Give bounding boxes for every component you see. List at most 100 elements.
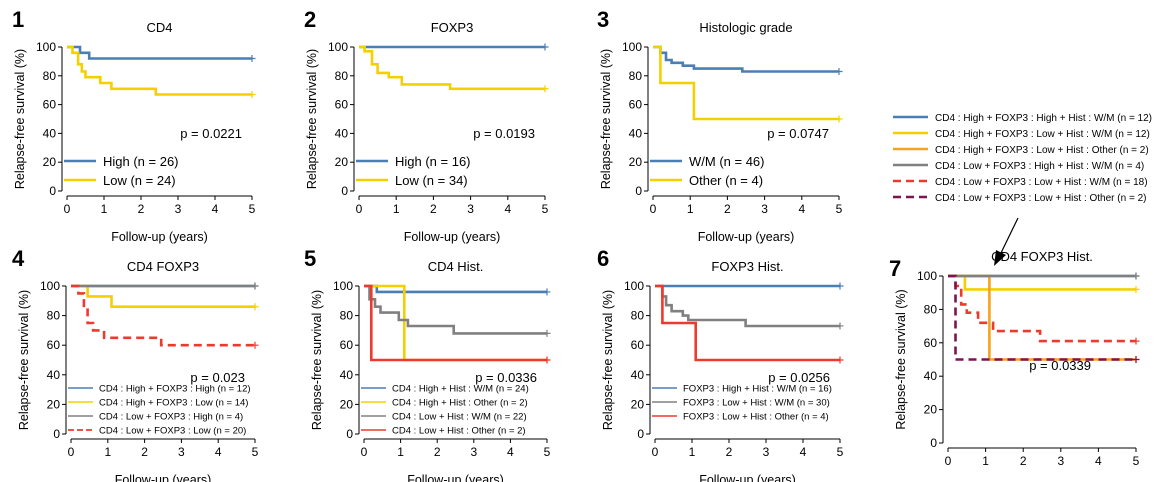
legend-label: CD4 : High + FOXP3 : Low + Hist : W/M (n… [935,129,1150,140]
p-value: p = 0.0336 [475,370,537,385]
legend-label: CD4 : Low + FOXP3 : High (n = 4) [99,412,243,423]
series-line-2 [655,284,840,328]
censor-mark [835,115,843,123]
series-line-2 [71,284,255,309]
x-tick-label: 5 [542,202,549,216]
x-tick-label: 1 [393,202,400,216]
legend-label: CD4 : High + FOXP3 : High + Hist : W/M (… [935,113,1152,124]
panel-number: 1 [12,7,24,32]
y-axis-label: Relapse-free survival (%) [305,49,319,189]
legend-label: Other (n = 4) [689,173,763,188]
x-axis-label: Follow-up (years) [111,230,208,244]
x-tick-label: 4 [800,445,807,459]
series-line-1 [653,45,839,73]
censor-mark [248,91,256,99]
y-tick-label: 0 [341,184,348,198]
y-tick-label: 80 [43,69,57,83]
censor-mark [251,341,259,349]
y-tick-label: 40 [629,126,643,140]
x-tick-label: 0 [652,445,659,459]
y-tick-label: 20 [631,397,645,411]
y-tick-label: 0 [346,427,353,441]
y-tick-label: 60 [47,338,61,352]
censor-mark [1132,272,1140,280]
y-tick-label: 60 [629,98,643,112]
y-tick-label: 80 [924,302,938,316]
panel-title: CD4 FOXP3 Hist. [991,249,1093,264]
panel-6: 6 FOXP3 Hist. 0 20 40 60 80 100 0 1 2 3 4 5 Follow-up … [597,246,844,482]
x-axis-label: Follow-up (years) [698,230,795,244]
panel-number: 4 [12,246,25,271]
censor-mark [543,288,551,296]
series-line-2 [364,284,547,362]
legend-label: FOXP3 : Low + Hist : W/M (n = 30) [683,398,830,409]
y-tick-label: 40 [43,126,57,140]
y-tick-label: 100 [328,40,348,54]
censor-mark [836,322,844,330]
x-tick-label: 0 [64,202,71,216]
y-axis-label: Relapse-free survival (%) [310,290,324,430]
y-tick-label: 80 [47,309,61,323]
x-tick-label: 3 [1057,454,1064,468]
x-tick-label: 0 [68,445,75,459]
p-value: p = 0.0221 [180,126,242,141]
panel-5: 5 CD4 Hist. 0 20 40 60 80 100 0 1 2 3 4 5 Follow-up (y… [304,246,551,482]
p-value: p = 0.023 [190,370,245,385]
x-tick-label: 5 [252,445,259,459]
series-line-2 [67,45,252,96]
p-value: p = 0.0256 [768,370,830,385]
y-tick-label: 20 [43,155,57,169]
x-tick-label: 3 [175,202,182,216]
y-tick-label: 100 [917,269,937,283]
y-tick-label: 100 [333,279,353,293]
censor-mark [836,282,844,290]
y-tick-label: 60 [631,338,645,352]
panel-title: CD4 [146,20,172,35]
y-tick-label: 80 [335,69,349,83]
legend-label: CD4 : Low + Hist : Other (n = 2) [392,426,526,437]
legend-arrow-icon [999,217,1019,256]
x-axis-label: Follow-up (years) [404,230,501,244]
y-axis-label: Relapse-free survival (%) [13,49,27,189]
x-tick-label: 2 [434,445,441,459]
y-tick-label: 100 [622,40,642,54]
x-tick-label: 3 [470,445,477,459]
legend-label: CD4 : High + Hist : W/M (n = 24) [392,384,529,395]
x-tick-label: 0 [356,202,363,216]
panel-number: 3 [597,7,609,32]
legend-label: High (n = 26) [103,154,179,169]
x-tick-label: 0 [650,202,657,216]
legend-label: CD4 : Low + Hist : W/M (n = 22) [392,412,527,423]
x-tick-label: 4 [798,202,805,216]
x-tick-label: 5 [544,445,551,459]
x-axis-label: Follow-up (years) [407,473,504,482]
panel-number: 5 [304,246,316,271]
x-tick-label: 5 [249,202,256,216]
panel-number: 6 [597,246,609,271]
y-tick-label: 60 [335,98,349,112]
series-line-6 [948,274,1136,361]
y-tick-label: 40 [335,126,349,140]
panel-title: FOXP3 Hist. [711,259,783,274]
y-tick-label: 80 [340,309,354,323]
x-tick-label: 1 [982,454,989,468]
x-tick-label: 5 [836,202,843,216]
y-tick-label: 40 [631,368,645,382]
x-tick-label: 1 [104,445,111,459]
x-tick-label: 4 [1095,454,1102,468]
y-axis-label: Relapse-free survival (%) [601,290,615,430]
legend-label: CD4 : High + FOXP3 : High (n = 12) [99,384,251,395]
y-tick-label: 100 [624,279,644,293]
x-tick-label: 2 [724,202,731,216]
panel-number: 7 [889,256,901,281]
x-tick-label: 0 [945,454,952,468]
censor-mark [251,282,259,290]
panel-title: CD4 Hist. [428,259,484,274]
x-axis-label: Follow-up (years) [699,473,796,482]
censor-mark [543,329,551,337]
x-tick-label: 4 [507,445,514,459]
censor-mark [1132,337,1140,345]
legend-label: CD4 : High + FOXP3 : Low + Hist : Other … [935,145,1149,156]
